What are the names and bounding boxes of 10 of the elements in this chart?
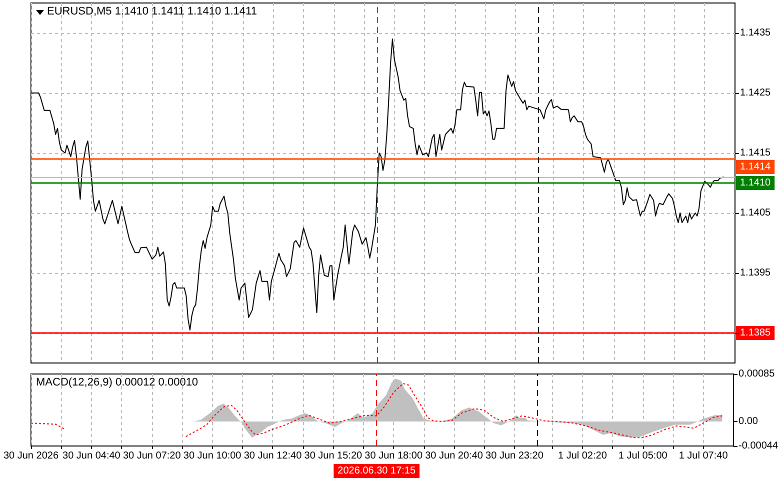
y-tick-label: 1.1425 — [740, 88, 772, 98]
y-tick-label: 1.1405 — [740, 208, 772, 218]
y-tick-label: 0.00085 — [738, 368, 776, 380]
chart-title: EURUSD,M5 1.1410 1.1411 1.1410 1.1411 — [47, 6, 257, 18]
y-tick-label: 1.1395 — [740, 268, 772, 278]
ref-line-label: 1.1410 — [740, 178, 772, 188]
y-tick-label: 1.1415 — [740, 148, 772, 158]
ref-line-label: 1.1385 — [740, 328, 772, 338]
y-tick-label: 1.1435 — [740, 28, 772, 38]
ref-line-label: 1.1414 — [740, 162, 772, 172]
